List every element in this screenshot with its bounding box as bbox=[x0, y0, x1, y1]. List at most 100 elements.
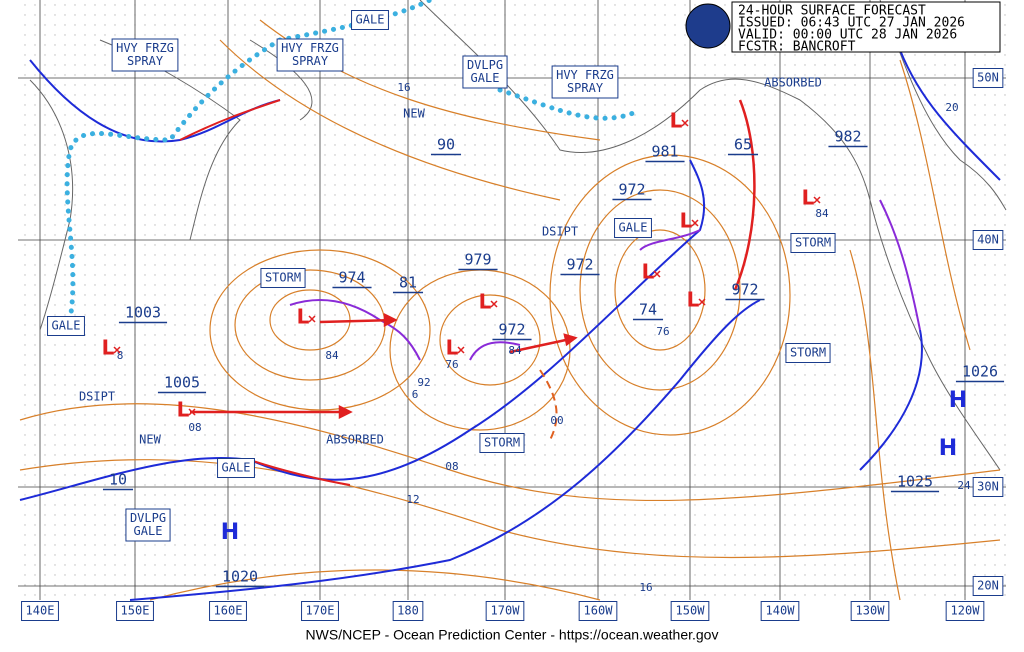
warning-label-box bbox=[125, 508, 171, 542]
warning-label-text: HVY FRZG bbox=[116, 41, 174, 55]
pressure-label: 1020 bbox=[222, 568, 258, 586]
warning-label-text: STORM bbox=[795, 236, 831, 250]
pressure-label: 10 bbox=[109, 471, 127, 489]
pressure-label: 74 bbox=[639, 301, 657, 319]
header-line: ISSUED: 06:43 UTC 27 JAN 2026 bbox=[738, 16, 965, 31]
isobar-label: 08 bbox=[445, 460, 458, 473]
pressure-label: 974 bbox=[338, 269, 365, 287]
high-center: H bbox=[949, 388, 967, 413]
high-center: H bbox=[939, 436, 957, 461]
latitude-label-text: 20N bbox=[977, 579, 999, 593]
pressure-label: 81 bbox=[399, 274, 417, 292]
pressure-label: 1025 bbox=[897, 473, 933, 491]
longitude-label-text: 170E bbox=[306, 604, 335, 618]
warning-label-text: GALE bbox=[52, 319, 81, 333]
isobar-label: 00 bbox=[550, 414, 563, 427]
longitude-label-text: 140W bbox=[766, 604, 796, 618]
warning-label-box bbox=[276, 38, 344, 72]
isobar-label: 6 bbox=[412, 388, 419, 401]
longitude-label: 180 bbox=[392, 601, 424, 621]
longitude-label: 170W bbox=[485, 601, 525, 621]
warning-label-text: DVLPG bbox=[130, 511, 166, 525]
isobar-label: 8 bbox=[117, 349, 124, 362]
low-center: L bbox=[479, 290, 492, 314]
warning-label-box bbox=[551, 65, 619, 99]
warning-label: STORM bbox=[479, 433, 525, 453]
longitude-label: 140E bbox=[21, 601, 59, 621]
low-center: L bbox=[680, 209, 693, 233]
longitude-label: 160E bbox=[209, 601, 247, 621]
warning-label-text: SPRAY bbox=[292, 54, 329, 68]
warning-label: GALE bbox=[217, 458, 255, 478]
pressure-label: 981 bbox=[651, 143, 678, 161]
isobars bbox=[19, 19, 1001, 601]
longitude-label-box bbox=[578, 601, 618, 621]
longitude-label-box bbox=[850, 601, 890, 621]
longitude-label-text: 150W bbox=[676, 604, 706, 618]
low-center: L bbox=[297, 305, 310, 329]
header-block bbox=[685, 1, 1001, 53]
status-note: DSIPT bbox=[542, 225, 578, 239]
latitude-label-box bbox=[972, 68, 1004, 88]
low-x bbox=[308, 315, 316, 323]
pressure-label: 90 bbox=[437, 136, 455, 154]
ice-edge bbox=[64, 0, 643, 323]
pressure-label: 1003 bbox=[125, 304, 161, 322]
noaa-logo bbox=[685, 3, 731, 49]
low-x bbox=[681, 119, 689, 127]
low-x bbox=[653, 270, 661, 278]
longitude-label-box bbox=[760, 601, 800, 621]
longitude-label-box bbox=[116, 601, 154, 621]
warning-label-text: HVY FRZG bbox=[281, 41, 339, 55]
pressure-label: 979 bbox=[464, 251, 491, 269]
longitude-label: 170E bbox=[301, 601, 339, 621]
low-center: L bbox=[642, 260, 655, 284]
longitude-label-text: 140E bbox=[26, 604, 55, 618]
latitude-label-text: 50N bbox=[977, 71, 999, 85]
low-center: L bbox=[102, 336, 115, 360]
low-center: L bbox=[177, 398, 190, 422]
header-line: 24-HOUR SURFACE FORECAST bbox=[738, 4, 926, 19]
warning-label-text: STORM bbox=[790, 346, 826, 360]
longitude-label: 150W bbox=[670, 601, 710, 621]
isobar-label: 84 bbox=[508, 344, 522, 357]
fronts bbox=[19, 49, 1001, 601]
warning-label-text: GALE bbox=[471, 71, 500, 85]
warning-label: GALE bbox=[614, 218, 652, 238]
warning-label-box bbox=[614, 218, 652, 238]
longitude-label-text: 150E bbox=[121, 604, 150, 618]
isobar-label: 92 bbox=[417, 376, 430, 389]
warning-label-box bbox=[462, 55, 508, 89]
status-note: ABSORBED bbox=[326, 433, 384, 447]
isobar-label: 84 bbox=[325, 349, 339, 362]
isobar-label: 08 bbox=[188, 421, 201, 434]
warning-label-box bbox=[790, 233, 836, 253]
warning-label-box bbox=[479, 433, 525, 453]
header-box bbox=[731, 1, 1001, 53]
low-x bbox=[113, 346, 121, 354]
warning-label-text: SPRAY bbox=[127, 54, 164, 68]
status-note: DSIPT bbox=[79, 390, 115, 404]
warning-label: GALE bbox=[351, 10, 389, 30]
isobar-label: 24 bbox=[957, 479, 971, 492]
longitude-label-text: 170W bbox=[491, 604, 521, 618]
low-x bbox=[813, 196, 821, 204]
warning-label: GALE bbox=[47, 316, 85, 336]
longitude-label: 150E bbox=[116, 601, 154, 621]
warning-label-text: SPRAY bbox=[567, 81, 604, 95]
high-center: H bbox=[221, 520, 239, 545]
pressure-label: 982 bbox=[834, 128, 861, 146]
longitude-label-box bbox=[301, 601, 339, 621]
warning-label: STORM bbox=[790, 233, 836, 253]
longitude-label-text: 180 bbox=[397, 604, 419, 618]
status-note: NEW bbox=[139, 433, 161, 447]
longitude-label-box bbox=[670, 601, 710, 621]
pressure-label: 972 bbox=[731, 281, 758, 299]
low-center: L bbox=[670, 109, 683, 133]
warning-label-box bbox=[111, 38, 179, 72]
warning-label-box bbox=[260, 268, 306, 288]
low-x bbox=[457, 346, 465, 354]
